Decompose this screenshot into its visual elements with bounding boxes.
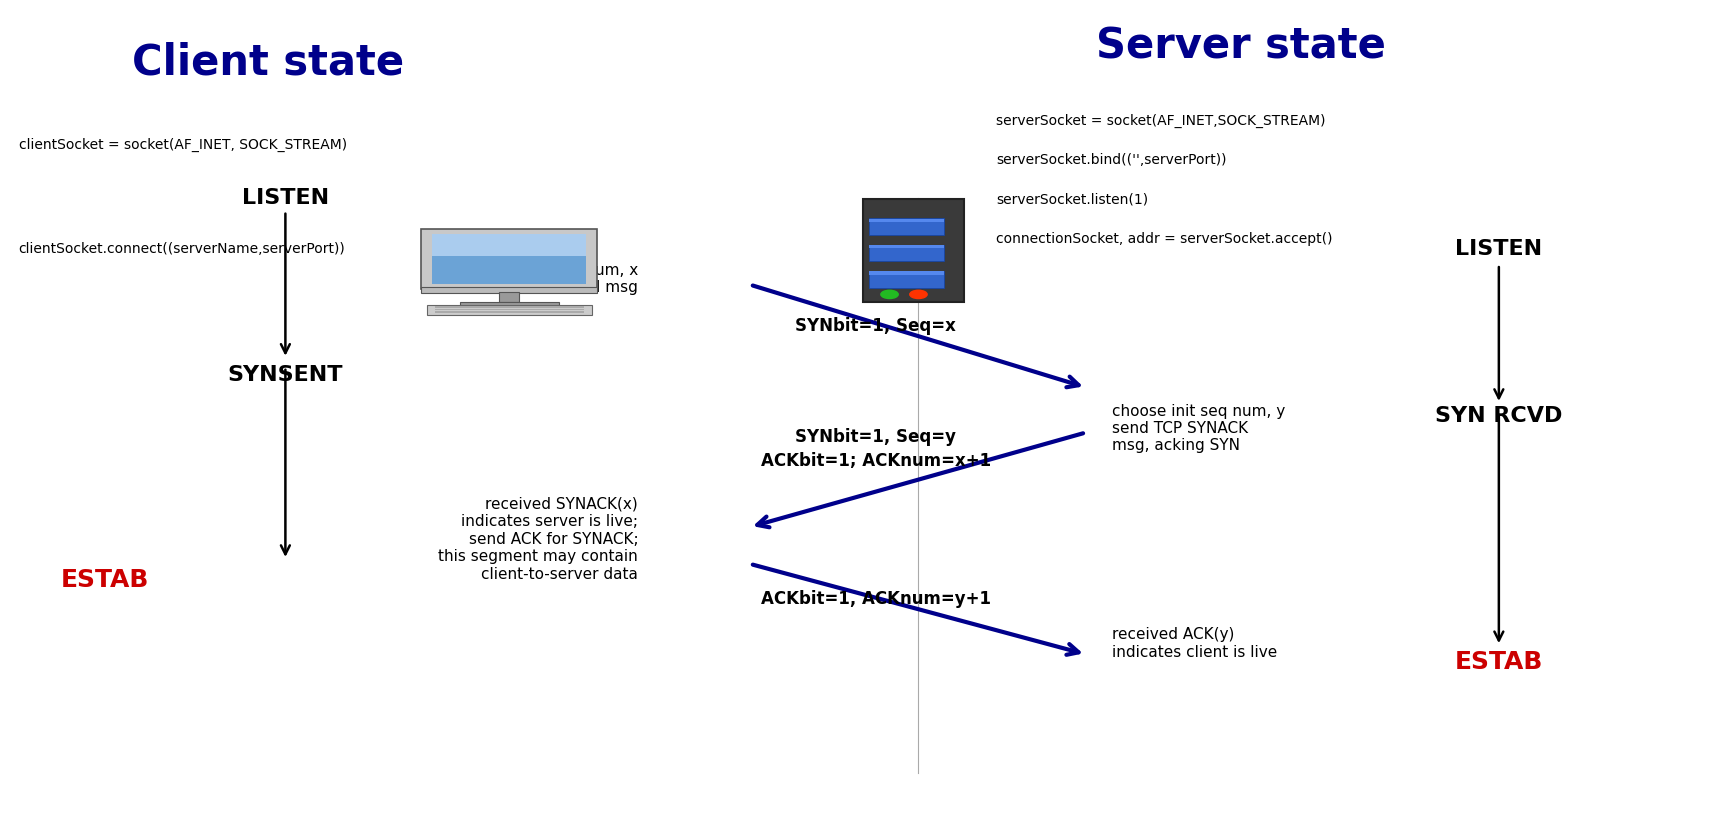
Text: clientSocket = socket(AF_INET, SOCK_STREAM): clientSocket = socket(AF_INET, SOCK_STRE… <box>19 138 346 152</box>
Circle shape <box>880 290 898 298</box>
Bar <box>868 271 944 288</box>
Bar <box>426 305 591 315</box>
Text: Client state: Client state <box>133 42 403 84</box>
Text: choose init seq num, x
send TCP SYN msg: choose init seq num, x send TCP SYN msg <box>465 263 638 295</box>
Text: clientSocket.connect((serverName,serverPort)): clientSocket.connect((serverName,serverP… <box>19 242 345 256</box>
Text: ACKbit=1, ACKnum=y+1: ACKbit=1, ACKnum=y+1 <box>760 590 991 608</box>
Bar <box>460 302 558 307</box>
Text: serverSocket.bind(('',serverPort)): serverSocket.bind(('',serverPort)) <box>996 153 1227 167</box>
Text: SYNSENT: SYNSENT <box>227 365 343 385</box>
Text: ACKbit=1; ACKnum=x+1: ACKbit=1; ACKnum=x+1 <box>760 452 991 471</box>
Bar <box>863 199 963 302</box>
Text: connectionSocket, addr = serverSocket.accept(): connectionSocket, addr = serverSocket.ac… <box>996 232 1332 246</box>
Bar <box>434 311 582 313</box>
Text: received ACK(y)
indicates client is live: received ACK(y) indicates client is live <box>1111 627 1277 660</box>
Bar <box>868 218 944 222</box>
Circle shape <box>910 290 927 298</box>
Text: ESTAB: ESTAB <box>1454 650 1542 675</box>
Bar <box>434 309 582 310</box>
Text: serverSocket = socket(AF_INET,SOCK_STREAM): serverSocket = socket(AF_INET,SOCK_STREA… <box>996 114 1325 128</box>
Bar <box>432 234 586 256</box>
Bar <box>868 271 944 275</box>
Text: choose init seq num, y
send TCP SYNACK
msg, acking SYN: choose init seq num, y send TCP SYNACK m… <box>1111 404 1284 453</box>
Bar <box>868 245 944 261</box>
Text: serverSocket.listen(1): serverSocket.listen(1) <box>996 192 1148 206</box>
FancyBboxPatch shape <box>420 229 596 289</box>
Text: ESTAB: ESTAB <box>60 569 148 592</box>
Text: received SYNACK(x)
indicates server is live;
send ACK for SYNACK;
this segment m: received SYNACK(x) indicates server is l… <box>438 497 638 582</box>
Bar <box>420 287 596 293</box>
Text: SYN RCVD: SYN RCVD <box>1434 406 1561 426</box>
Text: LISTEN: LISTEN <box>241 189 329 208</box>
Text: SYNbit=1, Seq=y: SYNbit=1, Seq=y <box>794 428 956 446</box>
Bar <box>432 234 586 284</box>
Text: LISTEN: LISTEN <box>1454 240 1542 260</box>
Text: SYNbit=1, Seq=x: SYNbit=1, Seq=x <box>794 316 956 335</box>
Bar <box>868 218 944 235</box>
Bar <box>500 293 519 302</box>
Bar <box>868 245 944 248</box>
Text: Server state: Server state <box>1096 26 1385 68</box>
